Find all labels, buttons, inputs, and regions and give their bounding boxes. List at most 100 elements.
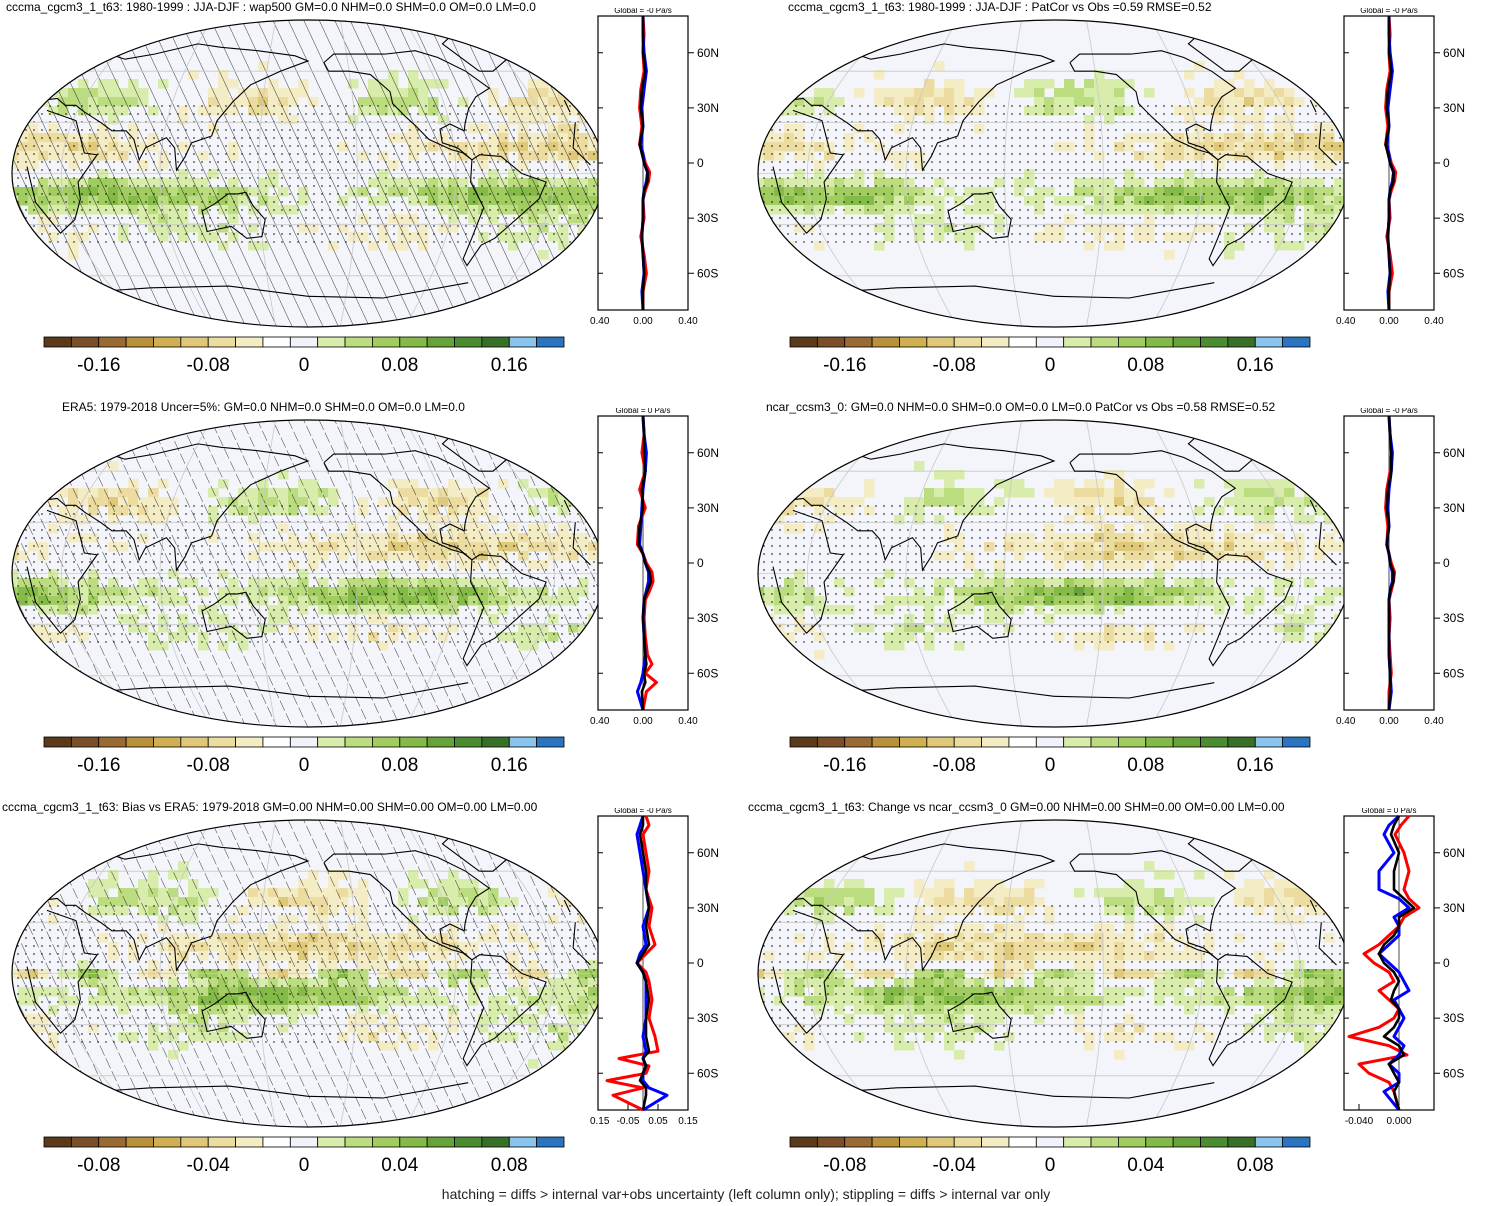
y-tick-label: 30N	[697, 501, 719, 515]
colorbar-swatch	[1227, 736, 1256, 748]
zonal-header: Global = -0 Pa/s	[1360, 8, 1418, 15]
colorbar-swatch	[981, 1136, 1010, 1148]
colorbar-tick-label: -0.16	[823, 355, 866, 376]
zonal-mean-plot: Global = 0 Pa/s 60N 30N 0 30S 60S -0.40 0.00 0.4…	[590, 408, 719, 727]
colorbar-swatch	[207, 736, 236, 748]
colorbar-swatch	[235, 736, 264, 748]
colorbar-swatch	[844, 1136, 873, 1148]
colorbar-swatch	[1282, 1136, 1311, 1148]
colorbar-swatch	[344, 1136, 373, 1148]
colorbar-swatch	[789, 336, 818, 348]
coastline	[201, 991, 266, 1039]
colorbar-tick-label: 0	[1045, 755, 1056, 776]
footer-note: hatching = diffs > internal var+obs unce…	[441, 1186, 1051, 1202]
colorbar-swatch	[426, 336, 455, 348]
y-tick-label: 60S	[697, 1066, 718, 1080]
colorbar-swatch	[871, 1136, 900, 1148]
colorbar-swatch	[454, 336, 483, 348]
colorbar-swatch	[317, 736, 346, 748]
colorbar-tick-label: -0.16	[77, 355, 120, 376]
colorbar-swatch	[399, 1136, 428, 1148]
coastline	[42, 443, 310, 572]
colorbar-tick-label: 0.04	[381, 1155, 418, 1176]
colorbar-tick-label: 0.08	[1237, 1155, 1274, 1176]
zonal-mean-plot: Global = -0 Pa/s 60N 30N 0 30S 60S -0.40 0.00 0.…	[1336, 408, 1465, 727]
zonal-header: Global = 0 Pa/s	[1362, 808, 1417, 815]
coastline	[1318, 122, 1322, 148]
coastline	[307, 282, 469, 299]
colorbar-swatch	[1145, 336, 1174, 348]
coastline	[26, 109, 99, 235]
colorbar-swatch	[289, 736, 319, 748]
colorbar-swatch	[844, 736, 873, 748]
colorbar-swatch	[1063, 1136, 1092, 1148]
x-tick-label: 0.15	[678, 1116, 698, 1127]
coastline	[26, 509, 99, 635]
colorbar-swatch	[43, 736, 72, 748]
map-plot	[757, 419, 1351, 728]
coastline	[1053, 682, 1215, 699]
colorbar-tick-label: -0.08	[187, 755, 230, 776]
colorbar-swatch	[344, 736, 373, 748]
colorbar-swatch	[816, 736, 846, 748]
zonal-mean-plot: Global = -0 Pa/s 60N 30N 0 30S 60S -0.40 0.00 0.…	[590, 8, 719, 327]
colorbar-swatch	[536, 736, 565, 748]
coastline	[1318, 522, 1322, 548]
colorbar-swatch	[871, 336, 900, 348]
zonal-header: Global = -0 Pa/s	[1360, 408, 1418, 415]
colorbar-swatch	[1282, 736, 1311, 748]
x-tick-label: 0.40	[1424, 316, 1444, 327]
coastline	[947, 191, 1012, 239]
colorbar-tick-label: -0.08	[823, 1155, 866, 1176]
colorbar-swatch	[153, 336, 182, 348]
map-panel: cccma_cgcm3_1_t63: 1980-1999 : JJA-DJF :…	[746, 0, 1492, 400]
colorbar-swatch	[235, 1136, 264, 1148]
map-plot	[11, 819, 605, 1128]
colorbar-swatch	[1172, 1136, 1201, 1148]
x-tick-label: 0.40	[1424, 716, 1444, 727]
coastline	[201, 591, 266, 639]
coastline	[201, 191, 266, 239]
colorbar-swatch	[1090, 1136, 1119, 1148]
colorbar-tick-label: 0.16	[1237, 755, 1274, 776]
y-tick-label: 0	[1443, 156, 1450, 170]
colorbar-swatch	[207, 1136, 236, 1148]
colorbar-swatch	[1118, 736, 1147, 748]
y-tick-label: 30S	[1443, 211, 1464, 225]
colorbar-swatch	[1200, 336, 1229, 348]
colorbar-swatch	[153, 736, 182, 748]
colorbar-swatch	[481, 1136, 510, 1148]
y-tick-label: 30N	[697, 901, 719, 915]
colorbar-swatch	[70, 1136, 100, 1148]
colorbar-swatch	[125, 736, 154, 748]
map-panel: cccma_cgcm3_1_t63: Change vs ncar_ccsm3_…	[746, 800, 1492, 1200]
map-panel: cccma_cgcm3_1_t63: Bias vs ERA5: 1979-20…	[0, 800, 746, 1200]
coastline	[772, 509, 845, 635]
coastline	[572, 147, 591, 166]
map-plot	[757, 19, 1351, 328]
colorbar-tick-label: 0	[1045, 1155, 1056, 1176]
coastline	[462, 154, 547, 267]
colorbar-swatch	[953, 336, 982, 348]
coastline	[323, 50, 491, 161]
colorbar: -0.08 -0.04 0 0.04 0.08	[43, 1136, 565, 1176]
zonal-series-line	[605, 815, 660, 1112]
x-tick-label: -0.40	[1336, 316, 1356, 327]
map-plot	[757, 819, 1351, 1128]
x-tick-label: 0.05	[648, 1116, 668, 1127]
colorbar-swatch	[426, 1136, 455, 1148]
colorbar-swatch	[153, 1136, 182, 1148]
coastline	[947, 591, 1012, 639]
coastline	[572, 122, 576, 148]
colorbar-tick-label: 0.08	[491, 1155, 528, 1176]
colorbar-swatch	[926, 736, 955, 748]
colorbar-swatch	[953, 736, 982, 748]
y-tick-label: 30N	[697, 101, 719, 115]
colorbar-tick-label: 0	[299, 755, 310, 776]
coastline	[572, 947, 591, 966]
colorbar-swatch	[317, 1136, 346, 1148]
y-tick-label: 60S	[697, 266, 718, 280]
colorbar-swatch	[481, 336, 510, 348]
colorbar-swatch	[1282, 336, 1311, 348]
coastline	[563, 899, 571, 913]
